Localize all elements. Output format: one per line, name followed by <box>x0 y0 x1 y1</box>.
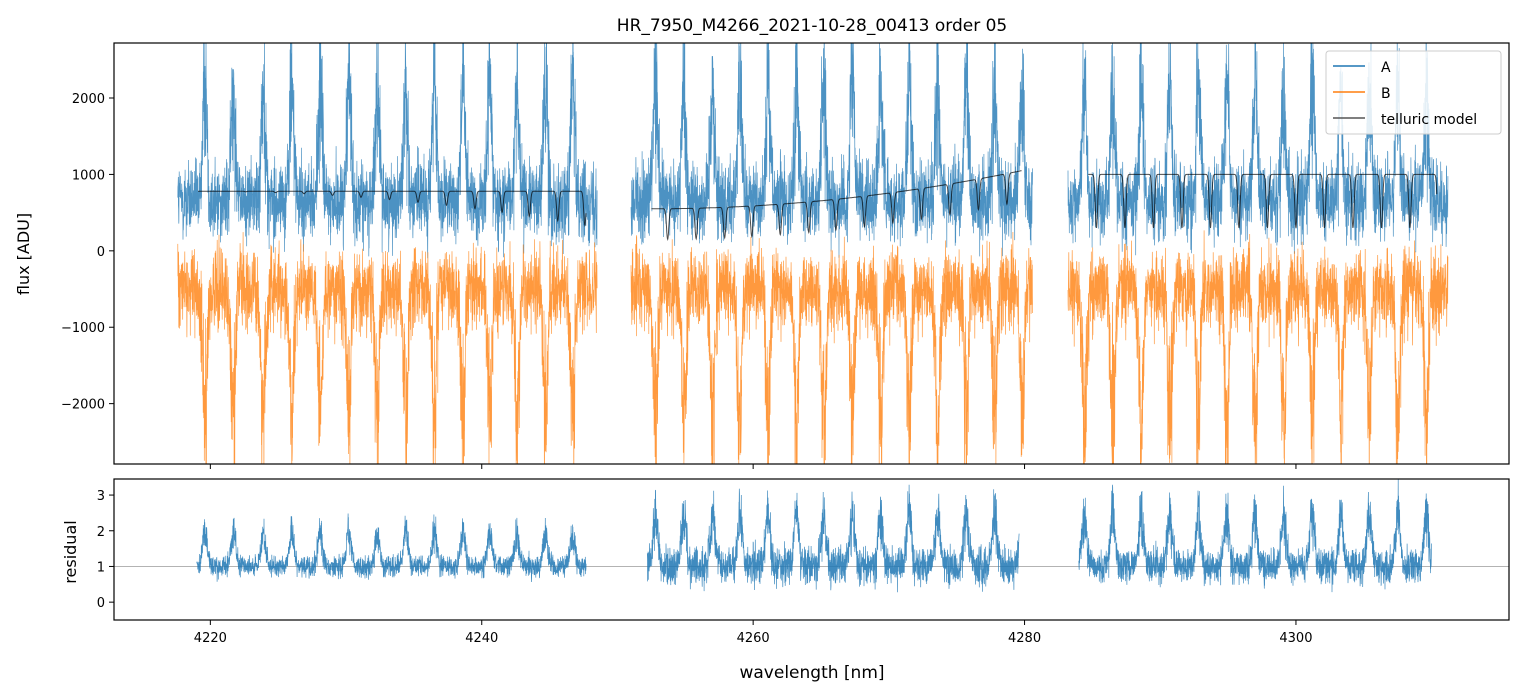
residual-segment-1 <box>646 484 1020 593</box>
top-plot-area <box>177 43 1449 464</box>
xtick-label: 4220 <box>194 631 227 646</box>
residual-axes-frame <box>113 478 1510 621</box>
top-ytick-label: 2000 <box>72 92 105 107</box>
xtick-label: 4280 <box>1008 631 1041 646</box>
telluric-model-segment-1 <box>651 170 1022 241</box>
series-B-segment-2 <box>1067 230 1449 464</box>
residual-ytick-label: 0 <box>97 596 105 611</box>
xlabel: wavelength [nm] <box>739 663 884 683</box>
legend-label-A: A <box>1381 60 1391 76</box>
chart-title: HR_7950_M4266_2021-10-28_00413 order 05 <box>617 16 1007 36</box>
top-axes-frame <box>113 42 1510 465</box>
residual-plot-area <box>114 479 1509 593</box>
legend: A B telluric model <box>1325 50 1502 135</box>
residual-segment-0 <box>196 513 587 583</box>
residual-ylabel: residual <box>61 520 80 583</box>
top-ytick-label: −2000 <box>61 398 105 413</box>
series-A-segment-2 <box>1067 43 1449 256</box>
telluric-model-segment-2 <box>1088 173 1438 228</box>
series-B-segment-1 <box>630 231 1033 464</box>
xtick-label: 4300 <box>1279 631 1312 646</box>
legend-label-B: B <box>1381 86 1391 102</box>
top-ytick-label: 0 <box>97 245 105 260</box>
residual-ytick-label: 2 <box>97 525 105 540</box>
top-ytick-label: 1000 <box>72 168 105 183</box>
residual-ytick-label: 1 <box>97 560 105 575</box>
residual-ytick-label: 3 <box>97 489 105 504</box>
series-A-segment-1 <box>630 43 1033 258</box>
legend-label-telluric: telluric model <box>1381 112 1477 128</box>
xtick-label: 4240 <box>465 631 498 646</box>
top-ytick-label: −1000 <box>61 321 105 336</box>
series-A-segment-0 <box>177 43 598 259</box>
xtick-label: 4260 <box>737 631 770 646</box>
series-B-segment-0 <box>177 232 598 464</box>
residual-segment-2 <box>1078 479 1432 593</box>
telluric-model-segment-0 <box>198 190 587 228</box>
top-ylabel: flux [ADU] <box>14 213 33 295</box>
